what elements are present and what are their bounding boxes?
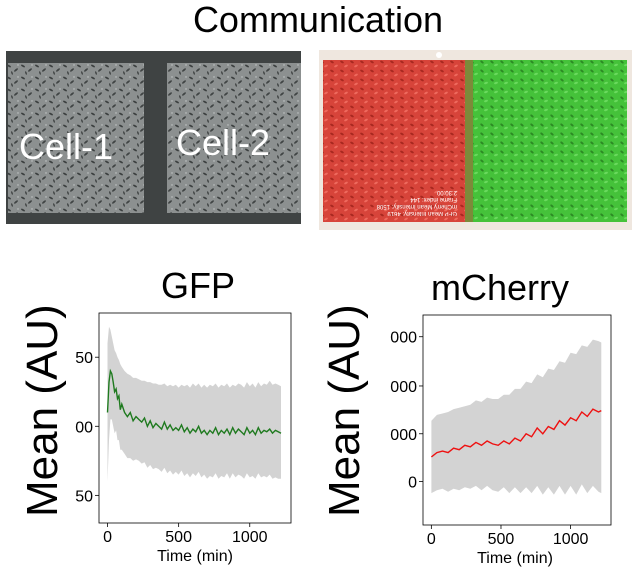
mcherry-y-tick-label: 000 xyxy=(390,427,417,444)
mcherry-y-tick-label: 0 xyxy=(408,475,417,492)
gfp-chart-title: GFP xyxy=(160,265,235,306)
mcherry-y-tick-label: 000 xyxy=(390,379,417,396)
gfp-x-tick-label: 1000 xyxy=(232,529,268,546)
mcherry-y-tick-label: 000 xyxy=(390,330,417,347)
mcherry-plot-frame xyxy=(422,314,612,526)
mcherry-x-axis-label: Time (min) xyxy=(477,550,553,567)
brightfield-image: Cell-1 Cell-2 xyxy=(6,51,301,224)
figure-title: Communication xyxy=(192,0,444,40)
mcherry-mean-line xyxy=(430,408,602,458)
gfp-x-tick-label: 0 xyxy=(103,529,112,546)
mcherry-chart-title: mCherry xyxy=(430,267,569,308)
gfp-y-tick-label: 50 xyxy=(75,488,93,505)
fluorescence-image: GFP Mean Intensity: 4619 mCherry Mean In… xyxy=(319,50,632,230)
fluorescence-texture xyxy=(319,50,632,230)
chamber-label-cell-1: Cell-1 xyxy=(19,126,114,167)
gfp-y-tick-label: 50 xyxy=(75,350,93,367)
mcherry-x-tick-label: 1000 xyxy=(553,531,589,548)
brightfield-texture xyxy=(6,51,301,224)
mcherry-x-tick-label: 0 xyxy=(427,531,436,548)
gfp-x-axis-label: Time (min) xyxy=(157,548,233,565)
gfp-y-tick-label: 00 xyxy=(75,419,93,436)
mcherry-x-tick-label: 500 xyxy=(488,531,515,548)
mcherry-band xyxy=(431,339,602,495)
chamber-label-cell-2: Cell-2 xyxy=(176,122,271,163)
gfp-band xyxy=(107,326,281,482)
gfp-plot-frame xyxy=(98,312,292,524)
gfp-mean-line xyxy=(106,368,282,437)
gfp-x-tick-label: 500 xyxy=(165,529,192,546)
